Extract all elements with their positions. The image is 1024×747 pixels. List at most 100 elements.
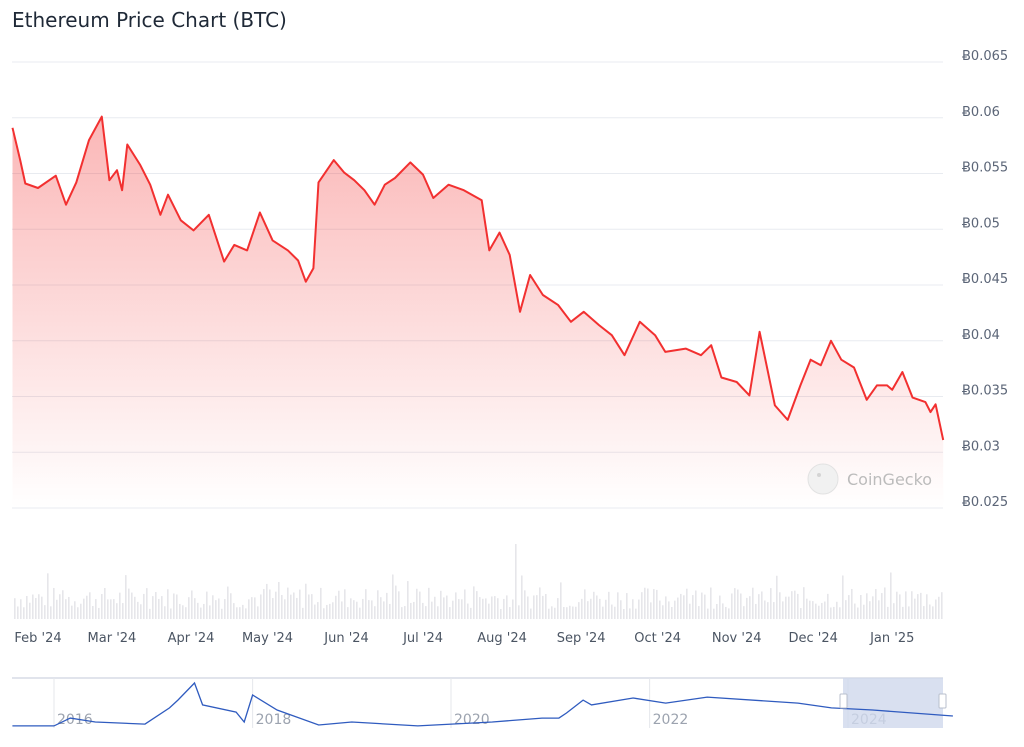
volume-bar xyxy=(695,590,697,619)
volume-bar xyxy=(371,600,373,619)
navigator-left-handle[interactable] xyxy=(839,693,848,709)
y-axis-labels: Ƀ0.065 Ƀ0.06 Ƀ0.055 Ƀ0.05 Ƀ0.045 Ƀ0.04 Ƀ0.035 Ƀ… xyxy=(962,49,1008,510)
volume-bar xyxy=(806,598,808,619)
volume-bar xyxy=(218,598,220,619)
volume-bar xyxy=(638,599,640,619)
volume-bar xyxy=(845,600,847,619)
volume-bar xyxy=(320,587,322,619)
volume-bar xyxy=(692,595,694,619)
volume-bar xyxy=(89,592,91,619)
volume-bar xyxy=(857,607,859,619)
volume-bar xyxy=(227,586,229,619)
volume-bar xyxy=(596,595,598,619)
volume-bar xyxy=(767,602,769,619)
x-tick-label: Aug '24 xyxy=(477,631,527,646)
volume-bar xyxy=(230,593,232,619)
volume-bar xyxy=(272,598,274,619)
volume-bar xyxy=(308,594,310,619)
volume-bar xyxy=(566,607,568,619)
volume-bar xyxy=(263,589,265,619)
volume-bar xyxy=(182,605,184,619)
price-line[interactable] xyxy=(11,115,945,441)
navigator[interactable]: 20162018202020222024 xyxy=(12,677,953,728)
volume-bar xyxy=(605,599,607,619)
y-tick-label: Ƀ0.025 xyxy=(962,495,1008,510)
volume-bar xyxy=(758,594,760,619)
volume-bar xyxy=(524,590,526,619)
volume-bar xyxy=(920,592,922,619)
volume-bar xyxy=(134,596,136,619)
volume-bar xyxy=(548,608,550,619)
volume-bar xyxy=(107,599,109,619)
volume-bar xyxy=(737,589,739,619)
volume-bar xyxy=(80,603,82,619)
volume-bar xyxy=(197,602,199,619)
volume-bar xyxy=(494,596,496,619)
volume-bar xyxy=(902,606,904,619)
volume-bar xyxy=(305,583,307,619)
volume-bar xyxy=(95,599,97,619)
y-tick-label: Ƀ0.065 xyxy=(962,49,1008,64)
volume-bar xyxy=(83,598,85,619)
volume-bar xyxy=(581,598,583,619)
volume-bar xyxy=(527,596,529,619)
volume-bar xyxy=(818,605,820,619)
volume-bar xyxy=(881,593,883,619)
volume-bar xyxy=(572,606,574,619)
volume-bar xyxy=(176,594,178,619)
volume-bar xyxy=(191,590,193,619)
volume-bar xyxy=(140,604,142,619)
volume-bar xyxy=(17,606,19,619)
volume-bar xyxy=(44,605,46,619)
coingecko-watermark: CoinGecko xyxy=(807,463,932,495)
volume-bar xyxy=(353,600,355,619)
volume-bar xyxy=(860,594,862,619)
volume-bar xyxy=(185,607,187,619)
volume-bar xyxy=(590,598,592,619)
volume-bar xyxy=(50,606,52,619)
volume-bar xyxy=(389,603,391,619)
volume-bar xyxy=(131,592,133,619)
volume-bar xyxy=(209,605,211,619)
volume-bar xyxy=(908,606,910,619)
volume-bar xyxy=(221,608,223,619)
volume-bar xyxy=(584,589,586,619)
volume-bar xyxy=(41,596,43,619)
volume-bar xyxy=(143,593,145,619)
volume-bar xyxy=(179,603,181,619)
volume-bar xyxy=(248,599,250,619)
volume-bar xyxy=(92,606,94,619)
volume-bar xyxy=(785,596,787,619)
volume-bar xyxy=(782,601,784,619)
volume-bar xyxy=(323,608,325,619)
volume-bar xyxy=(668,601,670,619)
volume-bar xyxy=(575,606,577,619)
x-tick-label: Nov '24 xyxy=(712,631,762,646)
volume-bar xyxy=(26,596,28,619)
volume-bar xyxy=(350,598,352,619)
volume-bar xyxy=(101,594,103,619)
volume-bar xyxy=(251,597,253,619)
volume-bar xyxy=(614,606,616,619)
volume-bar xyxy=(719,595,721,619)
volume-bar xyxy=(911,591,913,619)
volume-bar xyxy=(791,591,793,619)
volume-bar xyxy=(317,602,319,619)
volume-bar xyxy=(839,607,841,619)
navigator-selection[interactable] xyxy=(843,678,943,728)
volume-bar xyxy=(716,604,718,619)
volume-bar xyxy=(413,601,415,619)
volume-bar xyxy=(281,595,283,619)
volume-bar xyxy=(125,575,127,619)
volume-bar xyxy=(725,606,727,619)
navigator-right-handle[interactable] xyxy=(938,693,947,709)
volume-bar xyxy=(686,588,688,619)
volume-bar xyxy=(152,596,154,619)
volume-bar xyxy=(437,606,439,619)
volume-bar xyxy=(122,603,124,619)
volume-bar xyxy=(701,592,703,619)
volume-bar xyxy=(287,587,289,619)
volume-bar xyxy=(416,588,418,619)
volume-bar xyxy=(425,606,427,619)
